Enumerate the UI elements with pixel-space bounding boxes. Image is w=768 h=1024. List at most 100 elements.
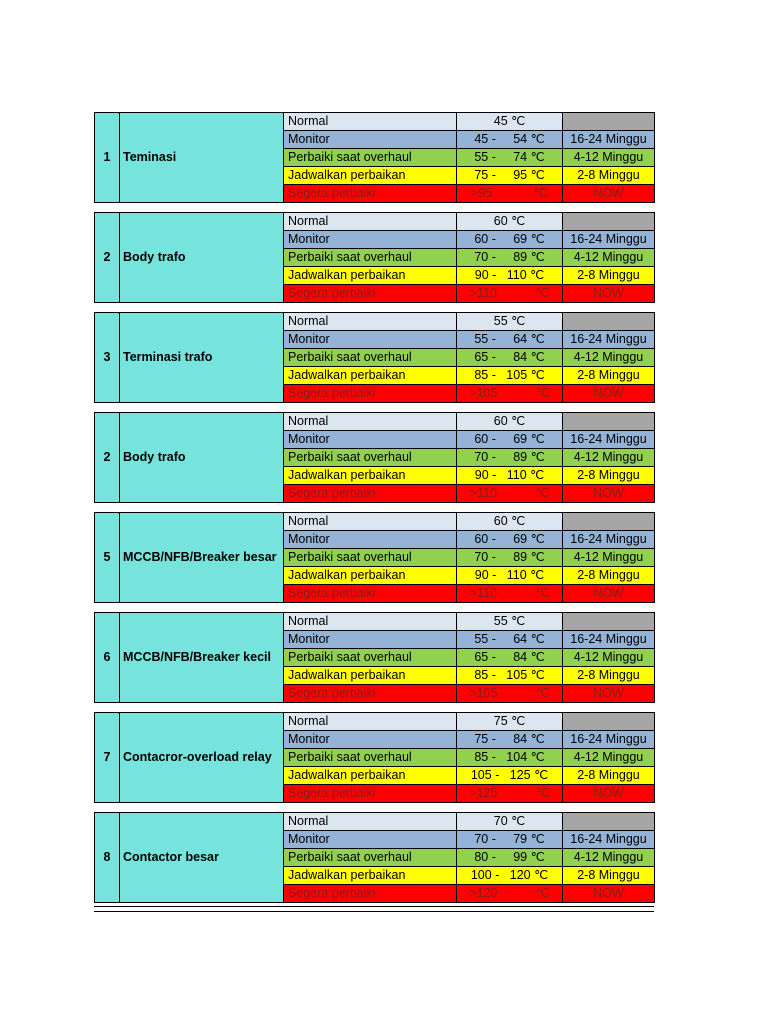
temperature-range-monitor: 75 - 84 ℃ <box>457 731 562 748</box>
equipment-block: 7 Contacror-overload relay Normal 75 ℃ M… <box>94 712 655 803</box>
temperature-range-monitor: 70 - 79 ℃ <box>457 831 562 848</box>
weeks-value-schedule: 2-8 Minggu <box>563 267 654 284</box>
equipment-number: 2 <box>95 213 119 302</box>
weeks-value-overhaul: 4-12 Minggu <box>563 149 654 166</box>
weeks-value-schedule: 2-8 Minggu <box>563 867 654 884</box>
condition-label-urgent: Segera perbaiki <box>284 685 456 702</box>
weeks-value-urgent: NOW <box>563 285 654 302</box>
equipment-blocks: 1 Teminasi Normal 45 ℃ Monitor 45 - 54 ℃… <box>94 112 655 903</box>
bottom-double-rule <box>94 906 654 912</box>
weeks-value-monitor: 16-24 Minggu <box>563 131 654 148</box>
weeks-value-overhaul: 4-12 Minggu <box>563 649 654 666</box>
condition-label-monitor: Monitor <box>284 131 456 148</box>
condition-label-overhaul: Perbaiki saat overhaul <box>284 249 456 266</box>
condition-label-urgent: Segera perbaiki <box>284 485 456 502</box>
condition-label-monitor: Monitor <box>284 731 456 748</box>
weeks-value-urgent: NOW <box>563 385 654 402</box>
temperature-range-schedule: 90 - 110 ℃ <box>457 567 562 584</box>
temperature-range-overhaul: 65 - 84 ℃ <box>457 649 562 666</box>
temperature-range-urgent: >110 ℃ <box>457 585 562 602</box>
condition-label-overhaul: Perbaiki saat overhaul <box>284 449 456 466</box>
equipment-block: 6 MCCB/NFB/Breaker kecil Normal 55 ℃ Mon… <box>94 612 655 703</box>
equipment-block: 8 Contactor besar Normal 70 ℃ Monitor 70… <box>94 812 655 903</box>
equipment-number: 3 <box>95 313 119 402</box>
weeks-value-monitor: 16-24 Minggu <box>563 431 654 448</box>
condition-label-monitor: Monitor <box>284 831 456 848</box>
condition-label-normal: Normal <box>284 813 456 830</box>
temperature-threshold-table: 1 Teminasi Normal 45 ℃ Monitor 45 - 54 ℃… <box>94 112 655 912</box>
equipment-number: 5 <box>95 513 119 602</box>
condition-label-overhaul: Perbaiki saat overhaul <box>284 549 456 566</box>
condition-label-urgent: Segera perbaiki <box>284 385 456 402</box>
weeks-value-overhaul: 4-12 Minggu <box>563 849 654 866</box>
temperature-value-normal: 60 ℃ <box>457 213 562 230</box>
temperature-range-overhaul: 80 - 99 ℃ <box>457 849 562 866</box>
weeks-value-urgent: NOW <box>563 885 654 902</box>
temperature-range-overhaul: 65 - 84 ℃ <box>457 349 562 366</box>
weeks-cell-empty <box>563 113 654 130</box>
equipment-block: 1 Teminasi Normal 45 ℃ Monitor 45 - 54 ℃… <box>94 112 655 203</box>
equipment-block: 2 Body trafo Normal 60 ℃ Monitor 60 - 69… <box>94 212 655 303</box>
condition-label-normal: Normal <box>284 113 456 130</box>
weeks-value-schedule: 2-8 Minggu <box>563 467 654 484</box>
condition-label-monitor: Monitor <box>284 231 456 248</box>
temperature-value-normal: 45 ℃ <box>457 113 562 130</box>
equipment-number: 1 <box>95 113 119 202</box>
weeks-cell-empty <box>563 713 654 730</box>
equipment-name: Body trafo <box>120 413 283 502</box>
temperature-value-normal: 55 ℃ <box>457 313 562 330</box>
weeks-value-urgent: NOW <box>563 485 654 502</box>
condition-label-overhaul: Perbaiki saat overhaul <box>284 349 456 366</box>
equipment-block: 5 MCCB/NFB/Breaker besar Normal 60 ℃ Mon… <box>94 512 655 603</box>
condition-label-schedule: Jadwalkan perbaikan <box>284 567 456 584</box>
condition-label-normal: Normal <box>284 713 456 730</box>
temperature-range-overhaul: 70 - 89 ℃ <box>457 249 562 266</box>
equipment-name: MCCB/NFB/Breaker besar <box>120 513 283 602</box>
condition-label-normal: Normal <box>284 613 456 630</box>
equipment-name: MCCB/NFB/Breaker kecil <box>120 613 283 702</box>
temperature-range-urgent: >120 ℃ <box>457 885 562 902</box>
weeks-value-urgent: NOW <box>563 785 654 802</box>
temperature-range-monitor: 60 - 69 ℃ <box>457 531 562 548</box>
equipment-number: 8 <box>95 813 119 902</box>
weeks-cell-empty <box>563 213 654 230</box>
weeks-value-schedule: 2-8 Minggu <box>563 567 654 584</box>
temperature-range-schedule: 100 - 120 ℃ <box>457 867 562 884</box>
condition-label-urgent: Segera perbaiki <box>284 185 456 202</box>
condition-label-urgent: Segera perbaiki <box>284 285 456 302</box>
temperature-range-monitor: 55 - 64 ℃ <box>457 331 562 348</box>
condition-label-urgent: Segera perbaiki <box>284 885 456 902</box>
temperature-range-monitor: 60 - 69 ℃ <box>457 431 562 448</box>
temperature-value-normal: 75 ℃ <box>457 713 562 730</box>
temperature-value-normal: 60 ℃ <box>457 413 562 430</box>
condition-label-monitor: Monitor <box>284 531 456 548</box>
equipment-number: 2 <box>95 413 119 502</box>
weeks-value-schedule: 2-8 Minggu <box>563 367 654 384</box>
temperature-range-overhaul: 85 - 104 ℃ <box>457 749 562 766</box>
equipment-number: 6 <box>95 613 119 702</box>
condition-label-schedule: Jadwalkan perbaikan <box>284 267 456 284</box>
equipment-name: Body trafo <box>120 213 283 302</box>
temperature-range-schedule: 85 - 105 ℃ <box>457 667 562 684</box>
condition-label-monitor: Monitor <box>284 331 456 348</box>
temperature-range-schedule: 90 - 110 ℃ <box>457 467 562 484</box>
weeks-value-urgent: NOW <box>563 685 654 702</box>
weeks-value-monitor: 16-24 Minggu <box>563 231 654 248</box>
temperature-value-normal: 55 ℃ <box>457 613 562 630</box>
equipment-name: Contactor besar <box>120 813 283 902</box>
temperature-range-overhaul: 70 - 89 ℃ <box>457 449 562 466</box>
temperature-value-normal: 60 ℃ <box>457 513 562 530</box>
weeks-value-overhaul: 4-12 Minggu <box>563 749 654 766</box>
weeks-cell-empty <box>563 813 654 830</box>
weeks-value-overhaul: 4-12 Minggu <box>563 249 654 266</box>
weeks-value-urgent: NOW <box>563 185 654 202</box>
temperature-value-normal: 70 ℃ <box>457 813 562 830</box>
weeks-value-monitor: 16-24 Minggu <box>563 631 654 648</box>
weeks-value-schedule: 2-8 Minggu <box>563 667 654 684</box>
condition-label-schedule: Jadwalkan perbaikan <box>284 767 456 784</box>
weeks-value-monitor: 16-24 Minggu <box>563 331 654 348</box>
weeks-cell-empty <box>563 413 654 430</box>
temperature-range-urgent: >95 ℃ <box>457 185 562 202</box>
temperature-range-monitor: 55 - 64 ℃ <box>457 631 562 648</box>
